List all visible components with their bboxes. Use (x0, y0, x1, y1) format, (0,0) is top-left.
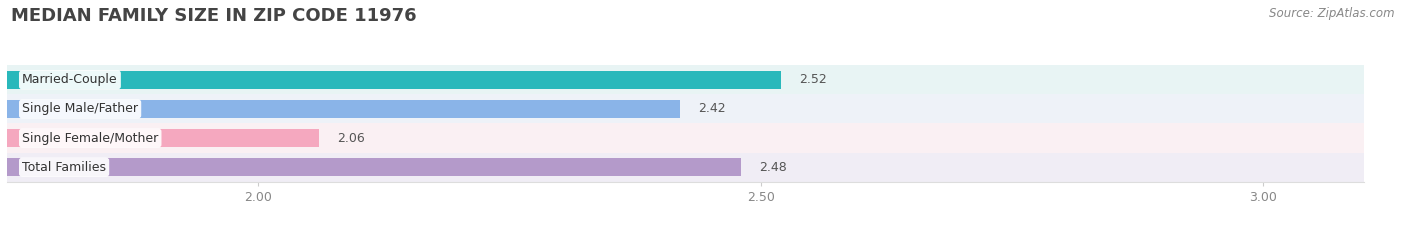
Bar (7, 158, 741, 176)
Text: Source: ZipAtlas.com: Source: ZipAtlas.com (1270, 7, 1395, 20)
Bar (7, 71, 780, 89)
Bar (7, 94, 1364, 123)
Bar (7, 65, 1364, 94)
Text: 2.52: 2.52 (799, 73, 827, 86)
Bar (7, 100, 681, 118)
Bar (7, 129, 319, 147)
Bar (7, 123, 1364, 153)
Text: 2.06: 2.06 (336, 132, 364, 144)
Text: 2.48: 2.48 (759, 161, 786, 174)
Bar (7, 153, 1364, 182)
Text: Total Families: Total Families (22, 161, 105, 174)
Text: Married-Couple: Married-Couple (22, 73, 118, 86)
Text: Single Female/Mother: Single Female/Mother (22, 132, 159, 144)
Text: Single Male/Father: Single Male/Father (22, 103, 138, 115)
Text: 2.42: 2.42 (699, 103, 725, 115)
Text: MEDIAN FAMILY SIZE IN ZIP CODE 11976: MEDIAN FAMILY SIZE IN ZIP CODE 11976 (11, 7, 416, 25)
